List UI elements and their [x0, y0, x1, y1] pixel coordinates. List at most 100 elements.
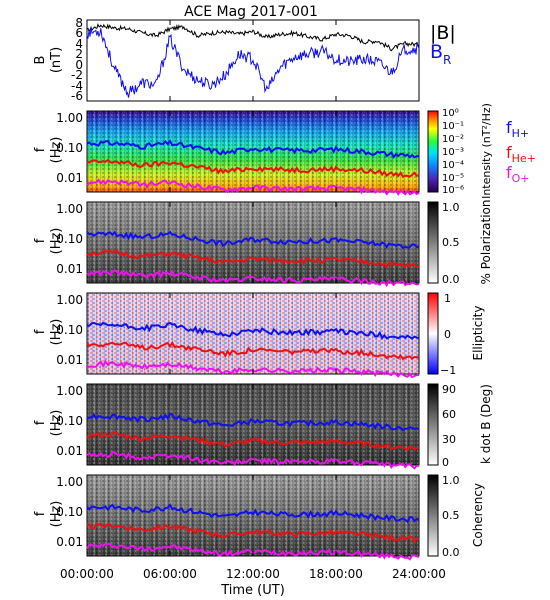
panel-field-yunit: (nT) [49, 47, 64, 73]
cbar-tick: 0.0 [442, 273, 460, 286]
ytick-label: 2 [75, 47, 83, 61]
legend-fh-main: f [506, 118, 512, 137]
ytick-label: -2 [71, 68, 83, 82]
colorbar-ticks: 10⁰ 10⁻¹ 10⁻² 10⁻³ 10⁻⁴ 10⁻⁵ 10⁻⁶ [442, 108, 464, 196]
gyro-lines [86, 412, 420, 470]
ytick-label: 1.00 [56, 475, 83, 489]
legend-btotal: |B| [430, 22, 456, 44]
cbar-tick: 90 [442, 383, 456, 396]
yunit: (Hz) [49, 228, 64, 255]
ytick-label: 0 [75, 58, 83, 72]
gyro-line-fhe [86, 249, 420, 269]
cbar-tick: 0.5 [442, 236, 460, 249]
xtick-label: 18:00:00 [309, 567, 363, 581]
legend-fhe: fHe+ [506, 143, 536, 165]
colorbar-label: k dot B (Deg) [479, 384, 493, 464]
ytick-label: 4 [75, 37, 83, 51]
legend-fo-sub: O+ [512, 172, 530, 185]
cbar-tick: 10⁰ [442, 108, 459, 119]
cbar-tick: 30 [442, 433, 456, 446]
colorbar-ticks: 1 0 −1 [440, 292, 456, 377]
cbar-tick: 0 [444, 328, 451, 341]
panel-coherency: 1.0 0.5 0.0 Coherency [86, 474, 485, 561]
legend-fo-main: f [506, 163, 512, 182]
ytick-label: 0.01 [56, 444, 83, 458]
gyro-line-fo [86, 451, 420, 470]
gyro-line-fo [86, 269, 420, 288]
ytick-label: -6 [71, 89, 83, 103]
cbar-tick: 10⁻⁴ [442, 160, 464, 171]
ylabel: f [33, 238, 48, 243]
ytick-label: 0.01 [56, 171, 83, 185]
colorbar-label: Intensity (nT²/Hz) [480, 103, 493, 199]
legend-br-sub: R [443, 53, 451, 67]
xtick-label: 00:00:00 [60, 567, 114, 581]
cbar-tick: 10⁻⁶ [442, 185, 464, 196]
ytick-label: 1.00 [56, 202, 83, 216]
ytick-label: 0.01 [56, 535, 83, 549]
cbar-tick: 0 [442, 456, 449, 469]
gyro-line-fh [86, 321, 420, 340]
cbar-tick: 60 [442, 408, 456, 421]
ytick-label: 0.10 [56, 141, 83, 155]
xtick-label: 24:00:00 [392, 567, 446, 581]
x-axis: 00:00:00 06:00:00 12:00:00 18:00:00 24:0… [60, 567, 446, 598]
gyro-line-fhe [86, 522, 420, 544]
legend-fh-sub: H+ [512, 127, 530, 140]
xtick-label: 06:00:00 [143, 567, 197, 581]
ytick-label: -4 [71, 79, 83, 93]
series-line-btotal [86, 23, 420, 52]
ylabel: f [33, 147, 48, 152]
cbar-tick: 1.0 [442, 201, 460, 214]
panel-polarization: 1.0 0.5 0.0 % Polarization [86, 200, 493, 288]
x-axis-label: Time (UT) [220, 583, 285, 598]
panel-ellipticity: 1 0 −1 Ellipticity [86, 292, 485, 379]
yunit: (Hz) [49, 410, 64, 437]
legend-br-main: B [430, 41, 443, 63]
gyro-line-fh [86, 230, 420, 250]
ytick-label: 0.10 [56, 414, 83, 428]
ytick-label: 8 [75, 16, 83, 30]
cbar-tick: 0.5 [442, 509, 460, 522]
colorbar-label: % Polarization [479, 200, 493, 285]
gyro-line-fhe [86, 340, 419, 361]
cbar-tick: −1 [440, 364, 456, 377]
legend-fhe-sub: He+ [512, 152, 536, 165]
series-line-br [86, 26, 420, 98]
legend-fo: fO+ [506, 163, 530, 185]
spectro-ylabels: f (Hz) 1.00 0.10 0.01 f (Hz) 1.00 0.10 0… [33, 111, 83, 549]
ylabel: f [33, 420, 48, 425]
panel-intensity: 10⁰ 10⁻¹ 10⁻² 10⁻³ 10⁻⁴ 10⁻⁵ 10⁻⁶ Intens… [86, 103, 536, 199]
ytick-label: 0.01 [56, 353, 83, 367]
cbar-tick: 1.0 [442, 474, 460, 487]
colorbar-intensity [427, 110, 439, 193]
legend-field: |B| BR [430, 22, 456, 67]
spectrogram-streaks [87, 111, 419, 192]
colorbar-ticks: 90 60 30 0 [442, 383, 456, 469]
panel-kdotb: 90 60 30 0 k dot B (Deg) [86, 383, 493, 470]
figure-title: ACE Mag 2017-001 [184, 4, 318, 20]
ytick-label: 0.01 [56, 262, 83, 276]
panel-field-yticks: 8 6 4 2 0 -2 -4 -6 [71, 16, 83, 103]
cbar-tick: 0.0 [442, 546, 460, 559]
colorbar-coherency [427, 474, 439, 557]
yunit: (Hz) [49, 137, 64, 164]
ytick-label: 1.00 [56, 293, 83, 307]
ytick-label: 0.10 [56, 505, 83, 519]
yunit: (Hz) [49, 319, 64, 346]
cbar-tick: 1 [444, 292, 451, 305]
ylabel: f [33, 329, 48, 334]
ytick-label: 0.10 [56, 232, 83, 246]
ytick-label: 1.00 [56, 384, 83, 398]
legend-gyro: fH+ fHe+ fO+ [506, 118, 536, 185]
cbar-tick: 10⁻³ [442, 147, 464, 158]
gyro-line-fh [86, 412, 420, 432]
cbar-tick: 10⁻² [442, 134, 464, 145]
xtick-label: 12:00:00 [226, 567, 280, 581]
spectrogram-streaks [87, 384, 419, 465]
ylabel: f [33, 511, 48, 516]
legend-fhe-main: f [506, 143, 512, 162]
legend-br: BR [430, 41, 451, 67]
gyro-line-fh [86, 503, 420, 524]
